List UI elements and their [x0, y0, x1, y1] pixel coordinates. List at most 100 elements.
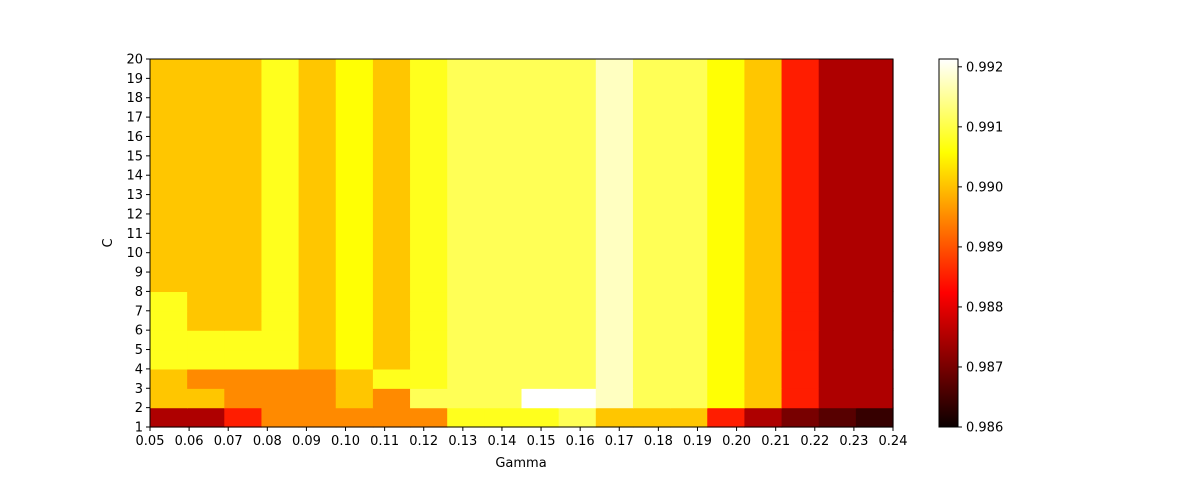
heatmap-cell: [855, 407, 894, 428]
heatmap-cell: [410, 310, 448, 331]
y-tick-label: 20: [126, 53, 143, 68]
heatmap-cell: [855, 330, 894, 351]
y-tick-label: 17: [126, 111, 143, 126]
heatmap-cell: [484, 349, 523, 370]
heatmap-cell: [595, 310, 634, 331]
heatmap-cell: [187, 349, 225, 370]
heatmap-cell: [707, 310, 745, 331]
x-tick-label: 0.15: [527, 434, 556, 449]
x-tick-label: 0.24: [879, 434, 908, 449]
x-axis-label: Gamma: [495, 456, 546, 471]
colorbar-tick-label: 0.990: [966, 180, 1003, 195]
heatmap-cell: [558, 291, 597, 312]
heatmap-cell: [298, 291, 337, 312]
heatmap-cell: [261, 407, 300, 428]
heatmap-cell: [595, 291, 634, 312]
heatmap-cell: [632, 291, 671, 312]
heatmap-cell: [781, 388, 820, 409]
heatmap-cell: [670, 407, 708, 428]
heatmap-cell: [521, 59, 560, 293]
heatmap-cell: [410, 407, 448, 428]
heatmap-cell: [632, 59, 671, 293]
heatmap-cell: [372, 349, 411, 370]
y-tick-label: 14: [126, 169, 143, 184]
colorbar-tick-label: 0.992: [966, 60, 1003, 75]
y-tick-label: 12: [126, 207, 143, 222]
heatmap-cell: [335, 368, 374, 389]
heatmap-cell: [410, 330, 448, 351]
heatmap-cell: [224, 330, 263, 351]
heatmap-cell: [150, 310, 188, 331]
heatmap-cell: [224, 407, 263, 428]
y-tick-label: 5: [135, 343, 143, 358]
heatmap-cell: [187, 310, 225, 331]
heatmap-cell: [558, 368, 597, 389]
heatmap-cell: [261, 388, 300, 409]
heatmap-cell: [335, 310, 374, 331]
heatmap-cell: [744, 59, 783, 293]
y-tick-label: 15: [126, 149, 143, 164]
heatmap-cell: [298, 388, 337, 409]
y-tick-label: 3: [135, 382, 143, 397]
heatmap-cell: [484, 291, 523, 312]
heatmap-cell: [670, 59, 708, 293]
heatmap-cell: [484, 368, 523, 389]
y-tick-label: 2: [135, 401, 143, 416]
heatmap-cell: [150, 330, 188, 351]
x-tick-label: 0.05: [136, 434, 165, 449]
y-tick-label: 8: [135, 285, 143, 300]
heatmap-cell: [707, 349, 745, 370]
y-tick-label: 11: [126, 227, 143, 242]
heatmap-cell: [521, 291, 560, 312]
heatmap-cell: [744, 388, 783, 409]
heatmap-cell: [595, 330, 634, 351]
heatmap-cell: [818, 59, 857, 293]
heatmap-cell: [150, 291, 188, 312]
heatmap-cell: [372, 407, 411, 428]
heatmap-cell: [521, 368, 560, 389]
heatmap-cell: [595, 388, 634, 409]
y-tick-label: 13: [126, 188, 143, 203]
heatmap-cell: [558, 388, 597, 409]
heatmap-cell: [372, 388, 411, 409]
heatmap-cell: [632, 310, 671, 331]
y-axis-label: C: [101, 238, 116, 247]
heatmap-cell: [298, 407, 337, 428]
heatmap-cell: [818, 291, 857, 312]
heatmap-cell: [484, 59, 523, 293]
heatmap-cell: [484, 330, 523, 351]
heatmap-cell: [781, 310, 820, 331]
heatmap-cell: [670, 310, 708, 331]
heatmap-cell: [335, 349, 374, 370]
heatmap-cell: [335, 388, 374, 409]
heatmap-cell: [187, 291, 225, 312]
heatmap-cell: [261, 368, 300, 389]
x-tick-label: 0.19: [683, 434, 712, 449]
x-tick-label: 0.11: [370, 434, 399, 449]
heatmap-cell: [707, 407, 745, 428]
heatmap-cell: [261, 310, 300, 331]
heatmap-cell: [744, 349, 783, 370]
y-tick-label: 19: [126, 72, 143, 87]
heatmap-cell: [447, 388, 485, 409]
colorbar-tick-label: 0.987: [966, 360, 1003, 375]
heatmap-cell: [595, 407, 634, 428]
heatmap-cell: [818, 407, 857, 428]
heatmap-cell: [372, 310, 411, 331]
y-tick-label: 7: [135, 304, 143, 319]
heatmap-cell: [298, 310, 337, 331]
colorbar-tick-label: 0.988: [966, 300, 1003, 315]
x-tick-label: 0.23: [839, 434, 868, 449]
x-tick-label: 0.08: [253, 434, 282, 449]
heatmap-cell: [187, 407, 225, 428]
colorbar-ticks: 0.986 0.987 0.988 0.989 0.990 0.991 0.992: [958, 60, 1003, 436]
y-tick-label: 9: [135, 266, 143, 281]
heatmap-cell: [224, 291, 263, 312]
heatmap-cell: [558, 349, 597, 370]
heatmap-cell: [818, 388, 857, 409]
heatmap-cell: [521, 407, 560, 428]
heatmap-cell: [150, 368, 188, 389]
